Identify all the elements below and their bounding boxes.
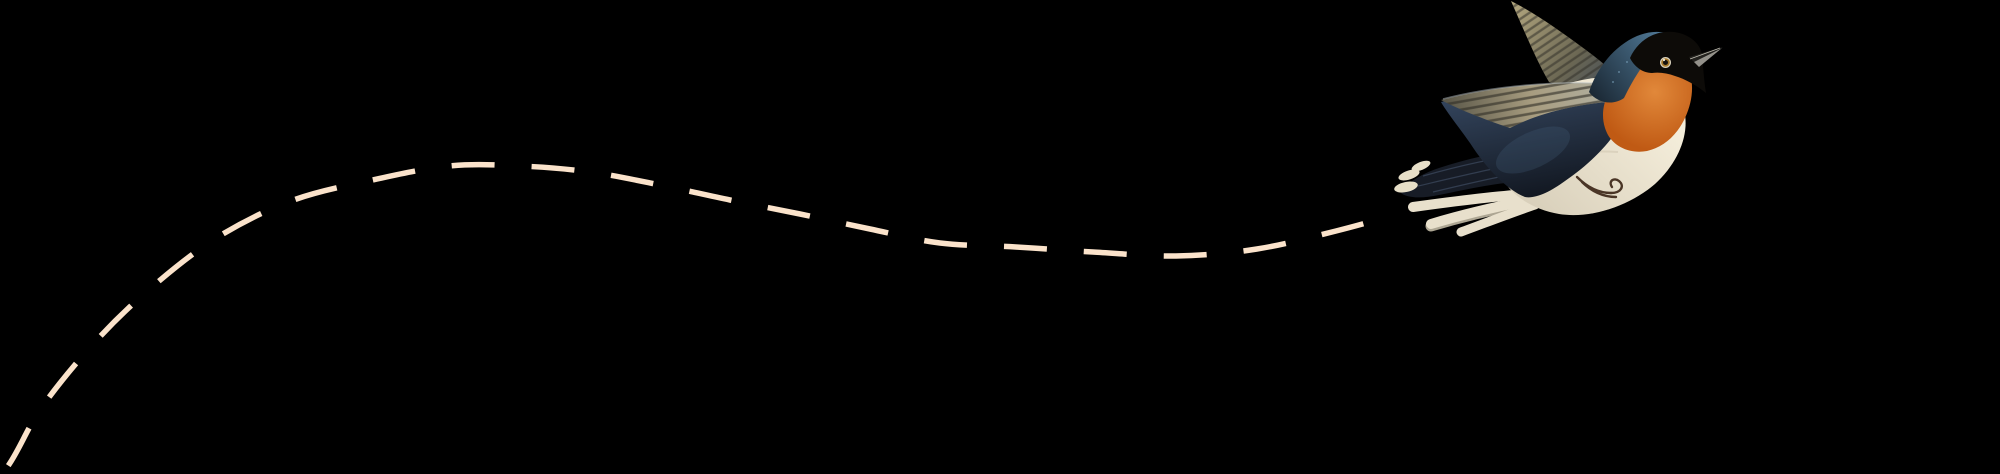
- foot-toe: [1575, 175, 1613, 195]
- near-wing-covert-stripes: [1441, 82, 1625, 128]
- feet: [1575, 175, 1623, 199]
- tail-fan-feather: [1426, 195, 1536, 229]
- beak-gape-line: [1689, 47, 1721, 60]
- far-wing: [1511, 1, 1619, 93]
- beak-upper: [1689, 47, 1723, 62]
- eye-gleam: [1662, 58, 1666, 62]
- eye: [1659, 56, 1672, 69]
- eye-pupil: [1663, 60, 1668, 65]
- flight-path-line: [0, 161, 1399, 474]
- tail-tip-cream: [1394, 181, 1418, 193]
- tail-tip-cream: [1398, 169, 1420, 181]
- foot-curl: [1609, 178, 1623, 195]
- bird-illustration: [1394, 1, 1723, 237]
- eye-outline: [1659, 56, 1672, 69]
- far-wing-feather-stripes: [1511, 1, 1619, 93]
- near-wing-sheen: [1495, 126, 1571, 174]
- beak: [1689, 47, 1723, 67]
- beak-lower: [1694, 48, 1722, 67]
- tail-underside-fan: [1408, 189, 1540, 237]
- tail-tip-cream: [1411, 160, 1431, 172]
- foot-toe: [1580, 180, 1618, 199]
- tail-fan-feather: [1456, 200, 1540, 237]
